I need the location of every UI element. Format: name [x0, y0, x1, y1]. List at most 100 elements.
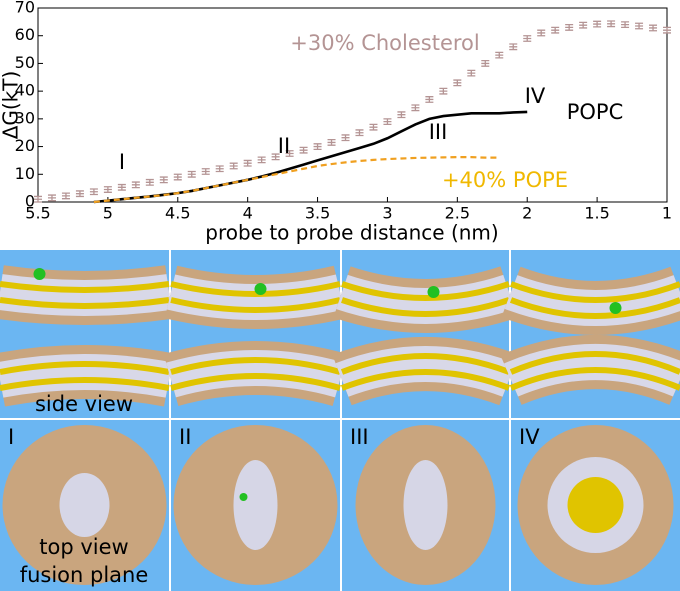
y-tick-label: 60 [15, 25, 35, 44]
plot-frame [37, 7, 668, 203]
error-bar [271, 153, 280, 161]
x-tick-label: 2.5 [445, 204, 470, 223]
error-bar [495, 51, 504, 59]
probe [239, 493, 248, 501]
y-tick-label: 10 [15, 164, 35, 183]
probe [254, 283, 267, 295]
x-tick-label: 4 [243, 204, 253, 223]
x-axis-label: probe to probe distance (nm) [205, 221, 498, 245]
x-tick-label: 3.5 [305, 204, 330, 223]
error-bar [75, 190, 84, 198]
x-tick-label: 1 [662, 204, 672, 223]
error-bar [593, 20, 602, 28]
error-bar [47, 194, 56, 202]
error-bar [34, 195, 42, 203]
error-bar [173, 173, 182, 181]
annotation: III [429, 120, 448, 144]
error-bar [607, 20, 616, 28]
panel-label: II [179, 425, 191, 449]
error-bar [523, 35, 532, 42]
error-bar [649, 24, 658, 32]
error-bar [89, 188, 98, 196]
x-tick-label: 5.5 [25, 204, 50, 223]
y-tick-label: 40 [15, 81, 35, 100]
membrane [509, 297, 680, 391]
membrane [0, 281, 170, 375]
error-bar [425, 96, 434, 103]
error-bar [257, 156, 266, 164]
error-bar [369, 123, 378, 131]
error-bar [397, 111, 406, 119]
membrane [340, 297, 511, 391]
x-tick-label: 5 [103, 204, 113, 223]
membrane [0, 297, 170, 391]
error-bar [621, 21, 630, 29]
annotation: IV [525, 84, 546, 108]
error-bar [327, 138, 336, 146]
membrane [503, 275, 680, 397]
error-bar [159, 176, 168, 184]
x-tick-label: 4.5 [165, 204, 190, 223]
error-bar [243, 159, 252, 167]
error-bar [537, 29, 546, 37]
y-axis-label: ΔG(kT) [0, 71, 23, 140]
core-yellow [567, 477, 624, 533]
core [233, 460, 278, 550]
series-label: POPC [567, 100, 624, 124]
y-tick-label: 30 [15, 108, 35, 127]
error-bar [187, 170, 196, 178]
membrane [335, 274, 516, 397]
error-bar [579, 21, 588, 29]
y-tick-label: 70 [15, 0, 35, 17]
y-tick-label: 50 [15, 53, 35, 72]
error-bar [453, 79, 462, 87]
membrane [0, 274, 173, 398]
error-bar [103, 186, 112, 193]
error-bar [341, 134, 350, 142]
x-tick-label: 2 [522, 204, 532, 223]
y-tick-label: 20 [15, 136, 35, 155]
core [403, 460, 448, 550]
error-bar [439, 87, 448, 95]
error-bar [411, 104, 420, 112]
error-bar [565, 23, 574, 31]
error-bar [467, 69, 476, 77]
x-tick-label: 1.5 [584, 204, 609, 223]
probe [609, 302, 622, 314]
top-label: top view [39, 535, 128, 559]
annotation: II [278, 134, 290, 158]
error-bar [117, 183, 126, 191]
error-bar [299, 146, 308, 154]
side-label: side view [35, 392, 133, 416]
error-bar [201, 168, 210, 175]
probe [427, 286, 440, 298]
panel-label: IV [519, 425, 540, 449]
top-label: fusion plane [20, 563, 149, 587]
membrane [170, 297, 341, 391]
core [59, 473, 110, 537]
error-bar [131, 181, 140, 189]
series-label: +30% Cholesterol [290, 31, 479, 55]
error-bar [313, 143, 322, 150]
error-bar [481, 60, 490, 67]
error-bar [663, 26, 671, 34]
error-bar [551, 26, 560, 34]
panel-label: III [350, 425, 369, 449]
error-bar [355, 129, 364, 137]
series-label: +40% POPE [442, 168, 568, 192]
membrane [170, 281, 341, 375]
membrane [166, 274, 345, 398]
error-bar [61, 192, 70, 200]
error-bar [383, 118, 392, 126]
probe [33, 268, 46, 280]
error-bar [145, 178, 154, 186]
membrane [509, 281, 680, 375]
annotation: I [119, 150, 125, 174]
panel-label: I [8, 425, 14, 449]
membrane [340, 281, 511, 375]
series-line [93, 156, 500, 204]
error-bar [215, 165, 224, 173]
error-bar [635, 22, 644, 30]
error-bar [285, 150, 294, 157]
